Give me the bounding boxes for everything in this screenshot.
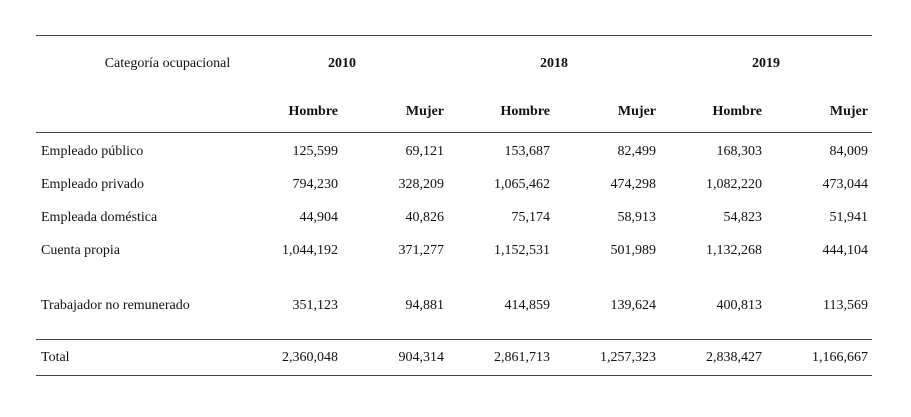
year-header-2010: 2010 [328, 56, 356, 71]
cell-value: 54,823 [723, 209, 763, 225]
sex-header-hombre: Hombre [288, 104, 338, 119]
cell-value: 474,298 [610, 176, 657, 192]
cell-value: 168,303 [716, 143, 763, 159]
table-row: Trabajador no remunerado 351,123 94,881 … [36, 267, 872, 340]
total-value: 904,314 [398, 349, 445, 365]
cell-value: 84,009 [829, 143, 869, 159]
cell-value: 1,152,531 [494, 242, 550, 258]
row-label: Cuenta propia [41, 242, 120, 258]
row-label: Empleada doméstica [41, 209, 158, 225]
table-row: Cuenta propia 1,044,192 371,277 1,152,53… [36, 234, 872, 267]
total-value: 2,861,713 [494, 349, 550, 365]
total-value: 2,360,048 [282, 349, 338, 365]
total-value: 1,257,323 [600, 349, 656, 365]
total-value: 1,166,667 [812, 349, 868, 365]
cell-value: 1,082,220 [706, 176, 762, 192]
row-label: Empleado privado [41, 176, 145, 192]
cell-value: 51,941 [829, 209, 869, 225]
year-header-2019: 2019 [752, 56, 780, 71]
year-header-2018: 2018 [540, 56, 568, 71]
cell-value: 1,132,268 [706, 242, 762, 258]
cell-value: 139,624 [610, 298, 657, 313]
cell-value: 414,859 [504, 298, 551, 313]
row-label: Trabajador no remunerado [41, 298, 190, 313]
total-label: Total [41, 349, 70, 365]
cell-value: 58,913 [617, 209, 657, 225]
cell-value: 125,599 [292, 143, 339, 159]
cell-value: 444,104 [822, 242, 869, 258]
cell-value: 501,989 [610, 242, 657, 258]
cell-value: 69,121 [405, 143, 445, 159]
cell-value: 400,813 [716, 298, 763, 313]
cell-value: 75,174 [511, 209, 551, 225]
sex-header-hombre: Hombre [500, 104, 550, 119]
cell-value: 351,123 [292, 298, 339, 313]
table-row: Empleado público 125,599 69,121 153,687 … [36, 132, 872, 169]
sex-header-mujer: Mujer [405, 104, 444, 119]
table-row: Empleada doméstica 44,904 40,826 75,174 … [36, 201, 872, 234]
cell-value: 328,209 [398, 176, 445, 192]
sex-header-hombre: Hombre [712, 104, 762, 119]
sex-header-mujer: Mujer [617, 104, 656, 119]
row-label: Empleado público [41, 143, 144, 159]
cell-value: 113,569 [823, 298, 868, 313]
table-row: Empleado privado 794,230 328,209 1,065,4… [36, 168, 872, 201]
total-value: 2,838,427 [706, 349, 762, 365]
cell-value: 82,499 [617, 143, 657, 159]
category-column-header: Categoría ocupacional [104, 56, 231, 71]
total-row: Total 2,360,048 904,314 2,861,713 1,257,… [36, 339, 872, 376]
cell-value: 1,044,192 [282, 242, 338, 258]
cell-value: 473,044 [822, 176, 869, 192]
cell-value: 40,826 [405, 209, 445, 225]
cell-value: 371,277 [398, 242, 445, 258]
data-table: Categoría ocupacional 2010 2018 2019 Hom… [36, 35, 872, 376]
cell-value: 153,687 [504, 143, 551, 159]
occupational-category-table: Categoría ocupacional 2010 2018 2019 Hom… [36, 35, 872, 376]
cell-value: 94,881 [405, 298, 445, 313]
cell-value: 1,065,462 [494, 176, 550, 192]
cell-value: 44,904 [299, 209, 339, 225]
cell-value: 794,230 [292, 176, 339, 192]
sex-header-mujer: Mujer [829, 104, 868, 119]
